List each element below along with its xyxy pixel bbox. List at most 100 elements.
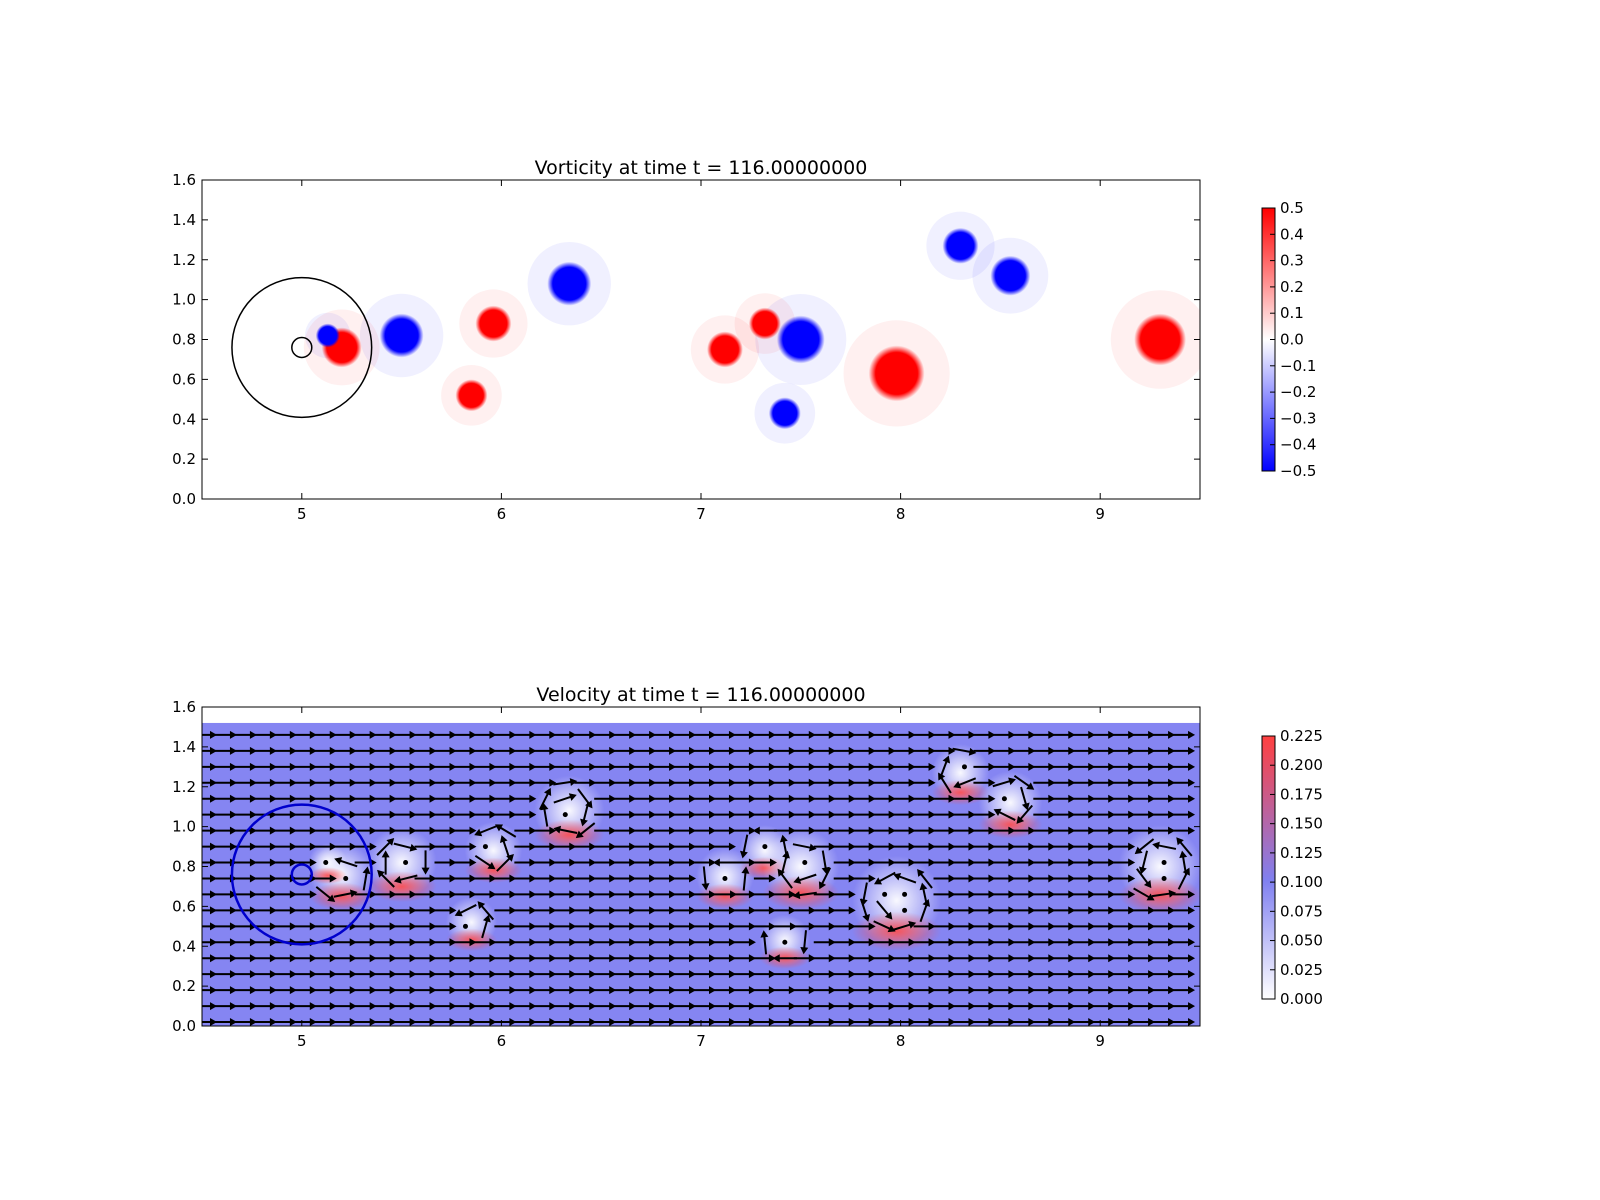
positive-vortex (748, 307, 781, 340)
velocity-arrow (853, 858, 876, 867)
velocity-arrow (202, 906, 217, 915)
velocity-arrow (414, 874, 437, 883)
velocity-arrow (993, 730, 1016, 739)
velocity-arrow (494, 730, 517, 739)
velocity-arrow (454, 810, 477, 819)
velocity-arrow (1033, 874, 1056, 883)
velocity-arrow (314, 826, 337, 835)
velocity-arrow (1153, 986, 1176, 995)
velocity-arrow (813, 778, 836, 787)
high-speed-region (978, 810, 1043, 839)
velocity-arrow (733, 938, 756, 947)
velocity-arrow (753, 874, 776, 883)
velocity-arrow (1033, 858, 1056, 867)
velocity-arrow (577, 788, 593, 809)
velocity-arrow (514, 794, 537, 803)
velocity-arrow (274, 794, 297, 803)
velocity-arrow (913, 746, 936, 755)
velocity-arrow (933, 1018, 956, 1026)
velocity-arrow (674, 810, 697, 819)
velocity-arrow (733, 746, 756, 755)
velocity-arrow (693, 1002, 716, 1011)
velocity-arrow (833, 762, 856, 771)
velocity-arrow (893, 954, 916, 963)
velocity-arrow (474, 938, 497, 947)
velocity-arrow (274, 986, 297, 995)
negative-vortex (379, 313, 424, 358)
colorbar-tick-label: 0.050 (1280, 932, 1323, 950)
velocity-plot-area (202, 707, 1200, 1026)
high-speed-region (308, 867, 347, 885)
velocity-arrow (574, 954, 597, 963)
velocity-arrow (614, 1002, 637, 1011)
velocity-arrow (314, 954, 337, 963)
velocity-arrow (202, 842, 217, 851)
velocity-arrow (354, 954, 377, 963)
velocity-arrow (534, 826, 557, 835)
colorbar-tick-label: −0.4 (1280, 436, 1316, 454)
y-tick-label: 0.4 (172, 937, 196, 955)
velocity-arrow (374, 1018, 397, 1026)
velocity-arrow (294, 890, 317, 899)
velocity-arrow (274, 970, 297, 979)
velocity-arrow (654, 842, 677, 851)
velocity-arrow (853, 730, 876, 739)
velocity-arrow (1153, 1002, 1176, 1011)
velocity-arrow (1053, 970, 1076, 979)
y-tick-label: 1.6 (172, 698, 196, 716)
velocity-arrow (693, 794, 716, 803)
velocity-arrow (1053, 810, 1076, 819)
boundary-circle (230, 803, 373, 946)
velocity-arrow (354, 746, 377, 755)
velocity-arrow (873, 730, 896, 739)
velocity-arrow (733, 906, 756, 915)
velocity-arrow (933, 826, 956, 835)
velocity-arrow (1176, 837, 1193, 857)
velocity-arrow (374, 890, 397, 899)
velocity-arrow (693, 1018, 716, 1026)
velocity-arrow (674, 1002, 697, 1011)
colorbar-tick-label: −0.3 (1280, 409, 1316, 427)
velocity-arrow (234, 746, 257, 755)
velocity-arrow (314, 730, 337, 739)
velocity-arrow (554, 746, 577, 755)
velocity-arrow (993, 858, 1016, 867)
velocity-arrow (1033, 890, 1056, 899)
velocity-arrow (973, 810, 996, 819)
velocity-arrow (274, 826, 297, 835)
velocity-arrow (574, 874, 597, 883)
velocity-arrow (554, 890, 577, 899)
velocity-arrow (1013, 938, 1036, 947)
velocity-arrow (574, 730, 597, 739)
velocity-arrow (1133, 1002, 1156, 1011)
velocity-arrow (1173, 922, 1196, 931)
velocity-arrow (274, 778, 297, 787)
velocity-arrow (354, 986, 377, 995)
velocity-arrow (1093, 858, 1116, 867)
velocity-arrow (414, 986, 437, 995)
velocity-arrow (713, 778, 736, 787)
velocity-arrow (833, 986, 856, 995)
x-tick-label: 5 (297, 1032, 307, 1050)
velocity-dot (882, 891, 888, 897)
velocity-arrow (594, 794, 617, 803)
velocity-arrow (214, 762, 237, 771)
velocity-arrow (953, 1002, 976, 1011)
velocity-arrow (893, 778, 916, 787)
velocity-arrow (1053, 858, 1076, 867)
velocity-arrow (654, 778, 677, 787)
velocity-arrow (973, 794, 996, 803)
velocity-arrow (1133, 970, 1156, 979)
velocity-arrow (913, 794, 936, 803)
velocity-arrow (793, 730, 816, 739)
velocity-arrow (634, 794, 657, 803)
velocity-arrow (853, 762, 876, 771)
velocity-arrow (873, 842, 896, 851)
velocity-arrow (1033, 794, 1056, 803)
velocity-dot (1161, 875, 1167, 881)
velocity-arrow (1053, 986, 1076, 995)
velocity-arrow (634, 1002, 657, 1011)
velocity-arrow (654, 762, 677, 771)
velocity-arrow (214, 810, 237, 819)
velocity-arrow (634, 826, 657, 835)
